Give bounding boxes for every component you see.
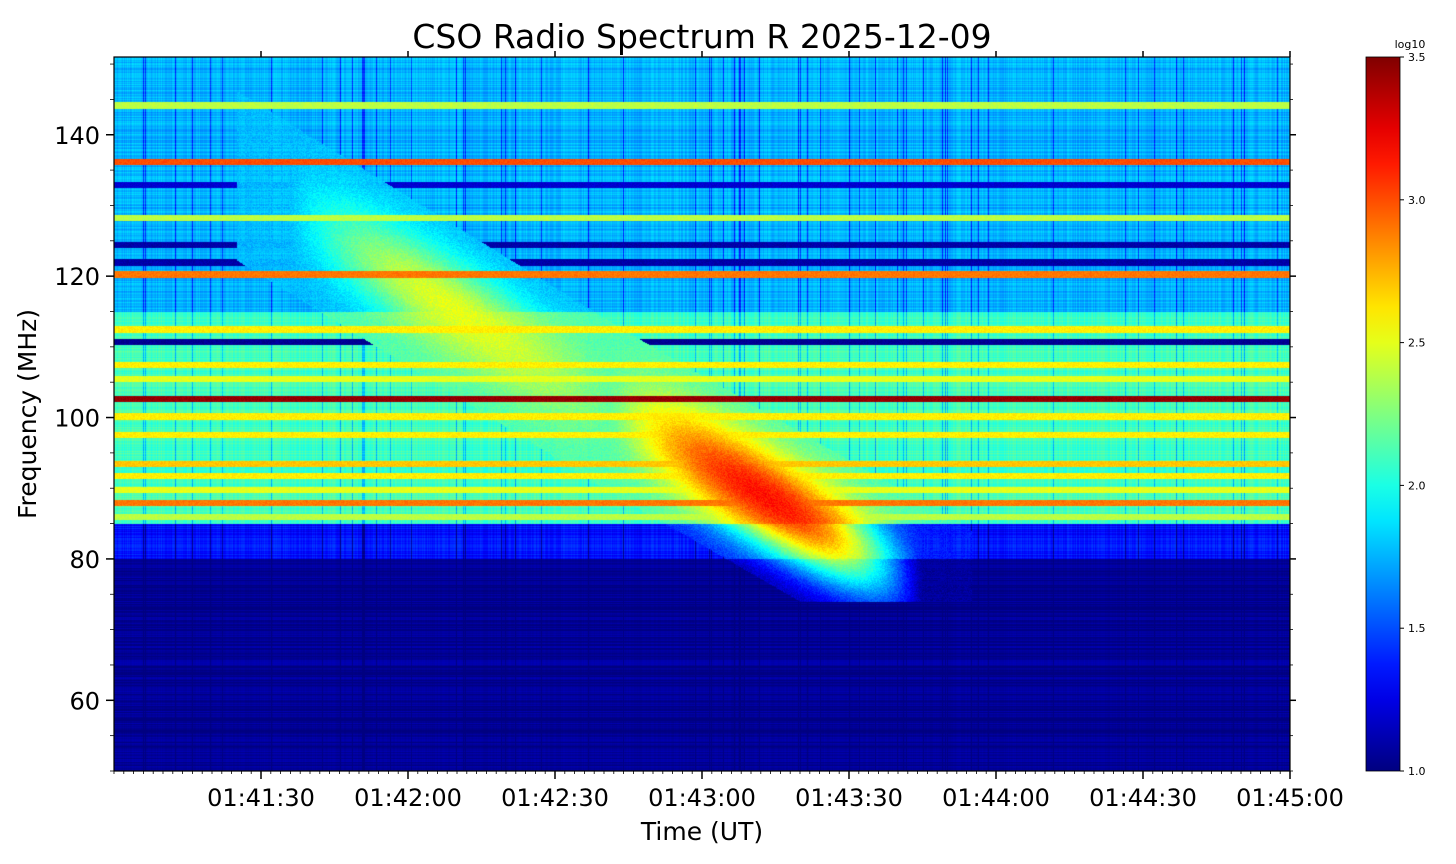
y-tick-label: 100 <box>54 405 100 433</box>
y-tick-label: 120 <box>54 263 100 291</box>
spectrogram-image <box>114 57 1290 771</box>
colorbar-tick-label: 3.0 <box>1408 194 1426 207</box>
y-axis: 60 80 100 120 140 <box>54 63 1296 772</box>
y-tick-label: 60 <box>69 687 100 715</box>
colorbar-gradient <box>1365 56 1401 772</box>
x-tick-label: 01:44:00 <box>942 784 1050 812</box>
x-axis-label: Time (UT) <box>640 817 763 846</box>
chart-title: CSO Radio Spectrum R 2025-12-09 <box>412 17 991 56</box>
y-tick-label: 140 <box>54 122 100 150</box>
colorbar-tick-label: 1.5 <box>1408 622 1426 635</box>
colorbar: 1.0 1.5 2.0 2.5 3.0 3.5 <box>1365 51 1426 778</box>
x-tick-label: 01:45:00 <box>1236 784 1344 812</box>
x-tick-label: 01:41:30 <box>207 784 315 812</box>
x-tick-label: 01:44:30 <box>1089 784 1197 812</box>
colorbar-tick-label: 2.0 <box>1408 479 1426 492</box>
colorbar-label: log10 <box>1395 38 1426 51</box>
plot-area <box>113 56 1291 772</box>
y-tick-label: 80 <box>69 546 100 574</box>
x-tick-label: 01:42:00 <box>354 784 462 812</box>
y-axis-label: Frequency (MHz) <box>13 309 42 519</box>
colorbar-tick-label: 3.5 <box>1408 51 1426 64</box>
x-tick-label: 01:42:30 <box>501 784 609 812</box>
x-tick-label: 01:43:00 <box>648 784 756 812</box>
x-tick-label: 01:43:30 <box>795 784 903 812</box>
colorbar-tick-label: 2.5 <box>1408 337 1426 350</box>
colorbar-tick-label: 1.0 <box>1408 765 1426 778</box>
x-axis: 01:41:30 01:42:00 01:42:30 01:43:00 01:43:30… <box>113 51 1344 812</box>
